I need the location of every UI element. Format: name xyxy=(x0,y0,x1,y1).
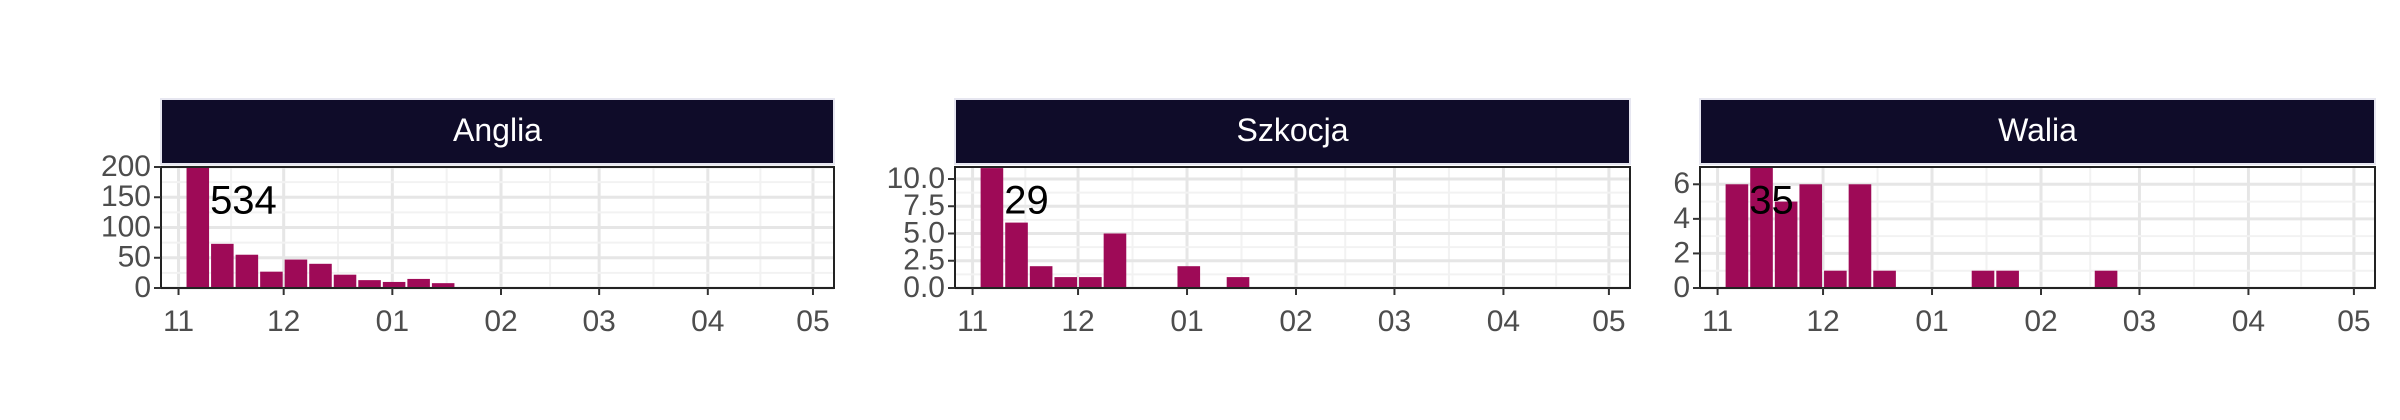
bar xyxy=(186,167,210,288)
bar xyxy=(211,243,234,288)
y-tick-label: 150 xyxy=(101,180,151,213)
x-tick-label: 01 xyxy=(1915,305,1948,338)
y-tick-label: 5.0 xyxy=(903,216,945,249)
y-tick-label: 10.0 xyxy=(887,162,945,195)
bar xyxy=(1226,277,1250,288)
panel-border xyxy=(1699,166,2376,289)
x-tick-label: 05 xyxy=(796,305,829,338)
y-tick-label: 4 xyxy=(1673,202,1690,235)
bars xyxy=(186,167,455,288)
x-tick-label: 11 xyxy=(163,305,194,338)
bar xyxy=(1029,266,1053,288)
bar xyxy=(1971,270,1995,288)
bar xyxy=(1799,184,1823,288)
panel-bg xyxy=(955,167,1630,288)
x-tick-label: 02 xyxy=(2024,305,2057,338)
x-tick-label: 05 xyxy=(1592,305,1625,338)
bar xyxy=(260,271,283,288)
bars xyxy=(1725,167,2118,288)
bar xyxy=(1824,270,1847,288)
bars xyxy=(980,168,1250,288)
bar xyxy=(1848,184,1872,288)
x-tick-label: 03 xyxy=(2123,305,2156,338)
strip xyxy=(1699,98,2376,165)
bar xyxy=(1750,167,1773,288)
bar xyxy=(2094,270,2118,288)
x-tick-label: 03 xyxy=(582,305,615,338)
strip xyxy=(160,98,835,165)
strip xyxy=(954,98,1631,165)
y-tick-label: 7.5 xyxy=(903,189,945,222)
bar xyxy=(284,259,308,288)
annotation: 29 xyxy=(1004,179,1049,223)
y-tick-label: 2 xyxy=(1673,236,1690,269)
x-tick-label: 03 xyxy=(1378,305,1411,338)
x-tick-label: 12 xyxy=(1061,305,1094,338)
y-tick-label: 50 xyxy=(118,241,151,274)
bar xyxy=(1774,201,1798,288)
strip-title: Szkocja xyxy=(1236,112,1348,148)
annotation: 534 xyxy=(210,179,277,223)
y-tick-label: 6 xyxy=(1673,167,1690,200)
bar xyxy=(1725,184,1749,288)
x-tick-label: 11 xyxy=(1702,305,1733,338)
y-tick-label: 0 xyxy=(1673,271,1690,304)
bar xyxy=(358,280,381,288)
bar xyxy=(1103,233,1127,288)
y-tick-label: 2.5 xyxy=(903,244,945,277)
y-tick-label: 100 xyxy=(101,210,151,243)
bar xyxy=(1873,270,1896,288)
x-tick-label: 12 xyxy=(1806,305,1839,338)
y-tick-label: 0 xyxy=(134,271,151,304)
x-tick-label: 12 xyxy=(267,305,300,338)
bar xyxy=(235,254,259,288)
bar xyxy=(1996,270,2019,288)
panel-border xyxy=(954,166,1631,289)
y-tick-label: 200 xyxy=(101,150,151,183)
y-tick-label: 0.0 xyxy=(903,271,945,304)
bar xyxy=(333,274,357,288)
strip-title: Anglia xyxy=(453,112,542,148)
x-tick-label: 05 xyxy=(2337,305,2370,338)
x-tick-label: 11 xyxy=(957,305,988,338)
bar xyxy=(382,281,406,288)
x-tick-label: 04 xyxy=(1487,305,1520,338)
x-tick-label: 01 xyxy=(376,305,409,338)
x-tick-label: 04 xyxy=(691,305,724,338)
x-tick-label: 02 xyxy=(1279,305,1312,338)
bar xyxy=(1005,222,1028,288)
bar xyxy=(1054,277,1078,288)
bar xyxy=(1177,266,1201,288)
bar xyxy=(407,278,430,288)
bar xyxy=(431,283,455,288)
bar xyxy=(980,168,1004,288)
bar xyxy=(1079,277,1102,288)
bar xyxy=(309,263,332,288)
x-tick-label: 01 xyxy=(1170,305,1203,338)
x-tick-label: 02 xyxy=(484,305,517,338)
x-tick-label: 04 xyxy=(2232,305,2265,338)
annotation: 35 xyxy=(1749,179,1794,223)
strip-title: Walia xyxy=(1998,112,2077,148)
